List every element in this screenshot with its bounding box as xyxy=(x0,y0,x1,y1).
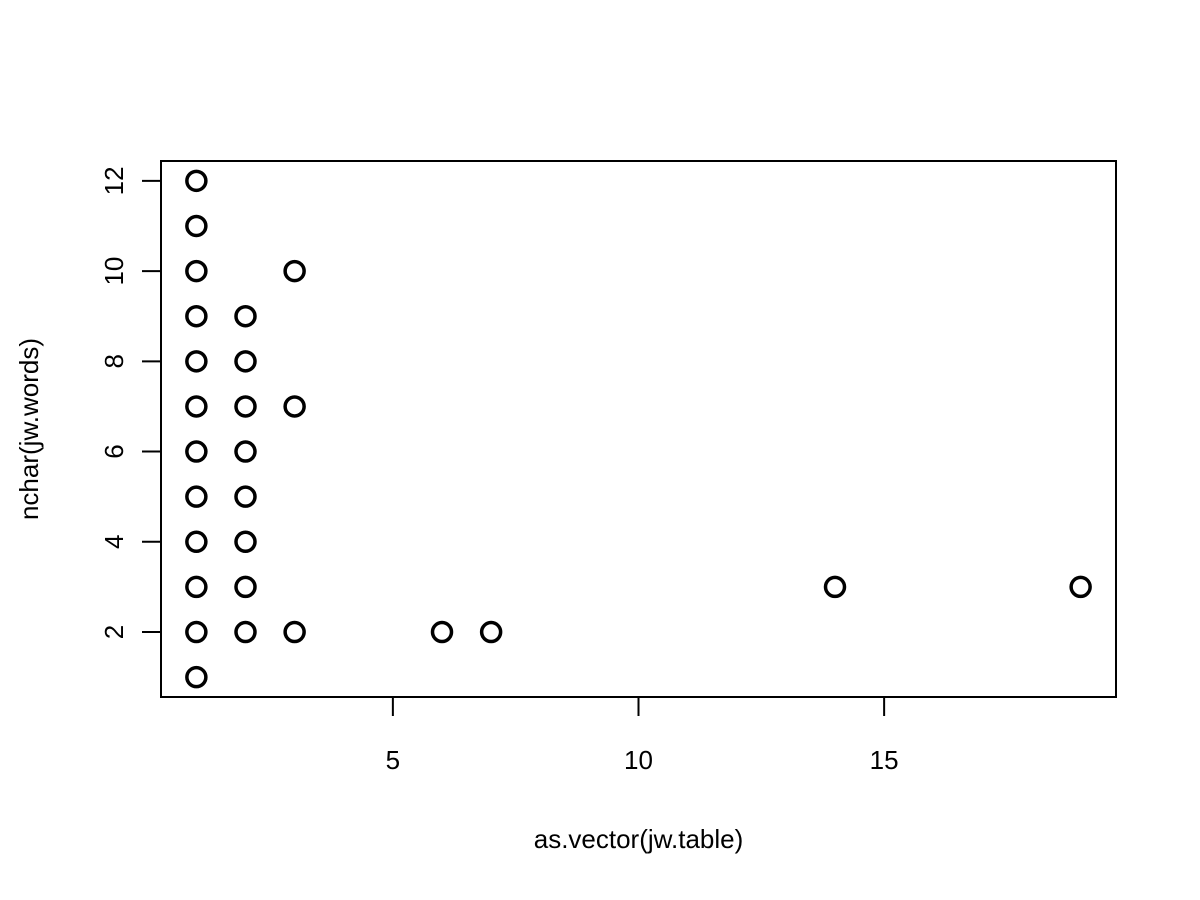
data-points xyxy=(185,169,1092,689)
y-tick-label: 4 xyxy=(99,535,129,549)
data-point xyxy=(234,395,257,418)
y-tick-label: 10 xyxy=(99,257,129,286)
data-point xyxy=(283,620,306,644)
data-point xyxy=(185,485,208,508)
x-axis: 5 10 15 xyxy=(386,696,899,775)
data-point xyxy=(185,395,208,418)
data-point xyxy=(234,304,257,328)
data-point xyxy=(234,440,257,463)
data-point xyxy=(185,530,208,554)
data-point xyxy=(234,620,257,644)
data-point xyxy=(430,620,454,644)
data-point xyxy=(185,304,208,328)
data-point xyxy=(283,395,306,418)
data-point xyxy=(185,440,208,463)
data-point xyxy=(185,169,208,193)
data-point xyxy=(185,665,208,689)
data-point xyxy=(185,350,208,373)
data-point xyxy=(185,214,208,238)
data-point xyxy=(283,259,306,283)
y-tick-label: 8 xyxy=(99,354,129,368)
x-tick-label: 10 xyxy=(624,745,653,775)
data-point xyxy=(823,575,847,599)
x-tick-label: 5 xyxy=(386,745,400,775)
y-tick-label: 12 xyxy=(99,166,129,195)
data-point xyxy=(234,485,257,508)
x-tick-label: 15 xyxy=(870,745,899,775)
y-axis: 2 4 6 8 10 12 xyxy=(99,166,162,639)
data-point xyxy=(234,530,257,554)
x-axis-label: as.vector(jw.table) xyxy=(534,824,744,854)
plot-frame xyxy=(160,160,1117,698)
data-point xyxy=(1069,575,1092,599)
y-tick-label: 2 xyxy=(99,625,129,639)
data-point xyxy=(234,575,257,599)
data-point xyxy=(479,620,503,644)
data-point xyxy=(185,620,208,644)
data-point xyxy=(185,575,208,599)
y-axis-label: nchar(jw.words) xyxy=(14,338,44,520)
data-point xyxy=(234,350,257,373)
y-tick-label: 6 xyxy=(99,444,129,458)
data-point xyxy=(185,259,208,283)
